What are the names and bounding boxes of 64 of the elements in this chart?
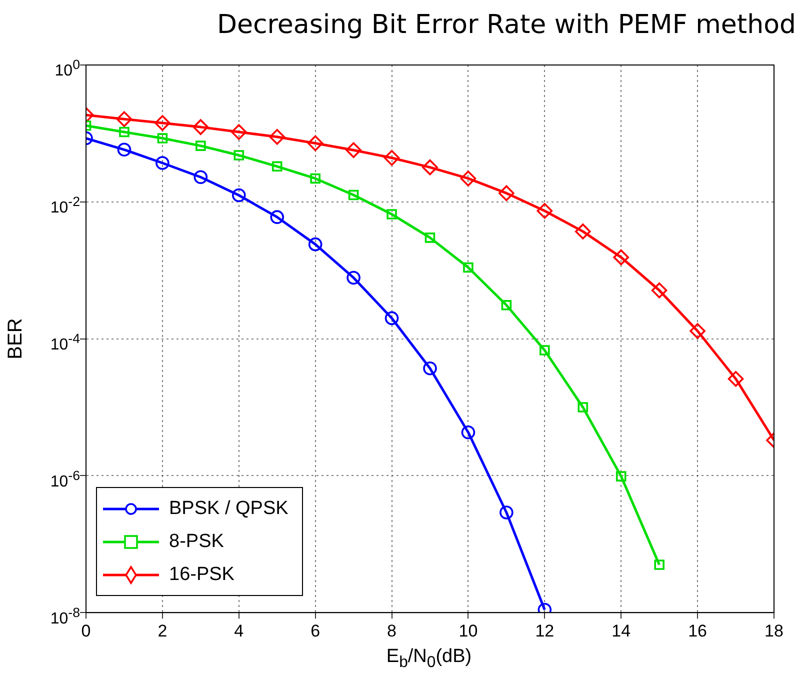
point <box>192 119 209 135</box>
y-tick-label: 10$^{-6}$ <box>50 466 80 492</box>
point <box>424 232 436 243</box>
y-axis-title: BER <box>4 318 27 360</box>
point <box>346 142 362 158</box>
x-tick-label: 14 <box>612 621 631 640</box>
point <box>463 262 474 273</box>
x-tick-label: 2 <box>158 621 168 640</box>
x-tick-label: 18 <box>764 621 784 640</box>
x-tick-label: 4 <box>234 621 244 640</box>
point <box>574 224 591 240</box>
point <box>384 150 400 166</box>
x-tick-label: 16 <box>688 621 708 640</box>
x-tick-label: 8 <box>387 621 397 640</box>
point <box>422 159 438 176</box>
point <box>348 190 359 200</box>
point <box>386 209 397 220</box>
y-tick-label: 10$^{0}$ <box>54 56 80 82</box>
point <box>116 111 132 128</box>
point <box>234 150 244 160</box>
point <box>498 185 514 202</box>
x-tick-label: 6 <box>310 621 320 640</box>
point <box>154 115 170 131</box>
point <box>690 323 706 339</box>
point <box>461 425 476 440</box>
point <box>540 345 550 356</box>
point <box>157 133 168 144</box>
point <box>578 402 588 412</box>
point <box>501 300 512 310</box>
point <box>230 124 247 140</box>
point <box>269 129 286 145</box>
point <box>117 142 132 157</box>
point <box>272 161 282 172</box>
y-tick-label: 10$^{-4}$ <box>50 330 80 356</box>
x-tick-label: 12 <box>535 621 554 640</box>
point <box>156 156 170 170</box>
y-tick-label: 10$^{-2}$ <box>50 192 80 218</box>
x-tick-label: 10 <box>458 621 478 640</box>
point <box>307 135 324 152</box>
point <box>654 560 664 570</box>
point <box>616 471 626 482</box>
point <box>500 506 514 520</box>
point <box>728 370 744 387</box>
point <box>423 361 437 376</box>
point <box>194 170 208 184</box>
point <box>613 249 630 266</box>
point <box>346 270 360 285</box>
y-tick-label: 10$^{-8}$ <box>50 604 80 629</box>
point <box>536 202 553 219</box>
point <box>384 311 399 326</box>
point <box>460 170 476 186</box>
x-axis-title: E$_{b}$/N$_{0}$(dB) <box>385 646 473 672</box>
legend-label: 16-PSK <box>169 564 234 586</box>
legend-label: 8-PSK <box>169 530 224 552</box>
point <box>308 237 322 252</box>
x-tick-label: 0 <box>81 621 91 640</box>
point <box>196 140 206 151</box>
point <box>270 210 284 224</box>
point <box>232 188 246 202</box>
point <box>119 126 130 138</box>
point <box>310 173 320 184</box>
legend-label: BPSK / QPSK <box>169 498 288 520</box>
point <box>651 282 668 298</box>
chart-title: Decreasing Bit Error Rate with PEMF method <box>216 10 796 40</box>
